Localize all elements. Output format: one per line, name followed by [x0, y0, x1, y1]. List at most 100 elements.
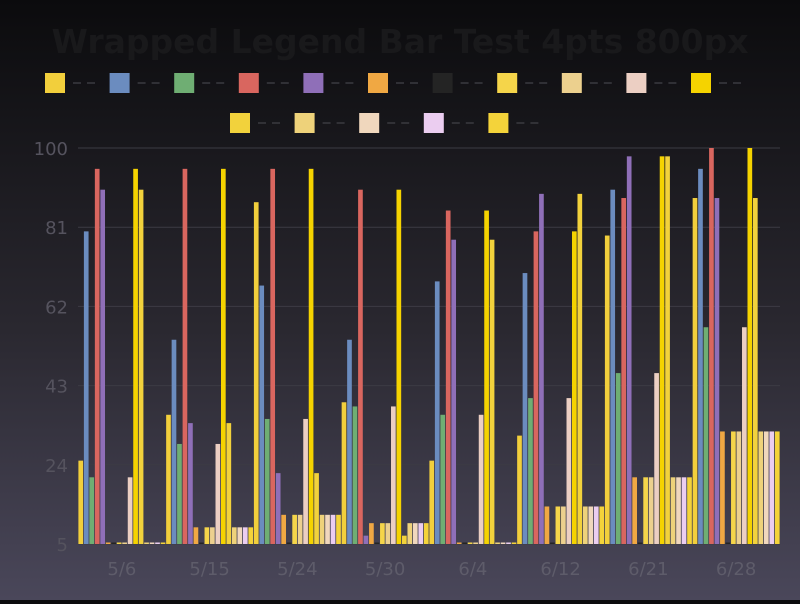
bar: [363, 535, 369, 544]
bar: [412, 523, 418, 544]
x-tick-label: 5/24: [277, 559, 317, 580]
bar: [451, 239, 457, 544]
bar: [604, 235, 610, 544]
bar: [220, 168, 226, 544]
bar: [264, 418, 270, 544]
bar: [380, 523, 385, 544]
bars: [78, 148, 780, 545]
bar: [171, 339, 177, 544]
bar: [489, 239, 495, 544]
legend-swatch: [45, 73, 65, 93]
bar: [166, 414, 171, 544]
bar: [210, 527, 215, 544]
bar: [385, 523, 391, 544]
bar: [571, 231, 577, 545]
bar: [577, 193, 583, 544]
bar: [155, 542, 160, 544]
bar: [566, 398, 572, 544]
legend-swatch: [432, 73, 453, 93]
bar: [248, 527, 254, 544]
legend-swatch: [488, 113, 509, 133]
bar: [116, 542, 122, 544]
bar: [703, 327, 709, 544]
legend-swatch: [303, 73, 324, 93]
x-tick-label: 5/6: [107, 559, 136, 580]
legend-swatch: [423, 113, 444, 133]
bar: [253, 202, 259, 545]
bar: [550, 542, 555, 544]
legend-swatch: [174, 73, 195, 93]
bar: [78, 460, 84, 544]
legend-swatch: [368, 73, 388, 93]
bar: [144, 542, 149, 544]
bar: [94, 168, 100, 544]
bar: [643, 477, 648, 544]
bar: [758, 431, 764, 544]
bar: [281, 514, 287, 544]
bar: [111, 542, 116, 544]
y-tick-label: 62: [45, 297, 68, 318]
bar: [676, 477, 681, 544]
bar: [391, 406, 396, 544]
bar: [632, 477, 638, 544]
x-tick-label: 5/15: [189, 559, 229, 580]
y-tick-label: 43: [45, 377, 68, 398]
legend-swatch: [230, 113, 250, 133]
bar: [495, 542, 500, 544]
bar: [692, 198, 698, 544]
bar: [286, 542, 292, 544]
legend-swatch: [109, 73, 130, 93]
bar: [654, 373, 659, 544]
bar: [555, 506, 561, 544]
bar: [133, 168, 138, 544]
y-axis: 5 24 43 62 81 100: [34, 139, 68, 556]
bar: [588, 506, 594, 544]
bar: [440, 414, 446, 544]
bar: [369, 523, 374, 544]
x-tick-label: 6/12: [540, 559, 580, 580]
bar: [511, 542, 517, 544]
bar: [182, 168, 188, 544]
legend-swatch: [238, 73, 259, 93]
bar: [659, 156, 665, 544]
x-tick-label: 6/28: [716, 559, 756, 580]
bar: [725, 542, 731, 544]
bar: [615, 373, 621, 544]
bar: [149, 542, 155, 544]
legend: [45, 73, 747, 133]
bar: [231, 527, 237, 544]
bar: [330, 514, 336, 544]
bar: [610, 189, 616, 544]
bar: [736, 431, 742, 544]
legend-swatch: [359, 113, 380, 133]
bar: [774, 431, 780, 544]
bar: [401, 535, 407, 544]
bar: [533, 231, 539, 545]
bar: [199, 542, 204, 544]
y-tick-label: 100: [34, 139, 68, 160]
bar: [100, 189, 106, 544]
x-tick-label: 5/30: [365, 559, 405, 580]
legend-swatch: [497, 73, 518, 93]
bar: [122, 542, 127, 544]
bar: [517, 435, 522, 544]
bar: [226, 423, 232, 544]
chart-title: Wrapped Legend Bar Test 4pts 800px: [52, 22, 749, 61]
bar: [396, 189, 402, 544]
bar: [341, 402, 347, 544]
bar: [193, 527, 199, 544]
x-tick-label: 6/21: [628, 559, 668, 580]
bar: [769, 431, 775, 544]
bar: [621, 198, 627, 544]
bar: [105, 542, 111, 544]
bar: [561, 506, 566, 544]
bar: [259, 285, 265, 544]
bar: [522, 273, 528, 544]
bar: [752, 198, 758, 544]
bar: [204, 527, 210, 544]
bar: [429, 460, 435, 544]
bar: [127, 477, 133, 544]
bar: [637, 542, 643, 544]
bar: [478, 414, 484, 544]
